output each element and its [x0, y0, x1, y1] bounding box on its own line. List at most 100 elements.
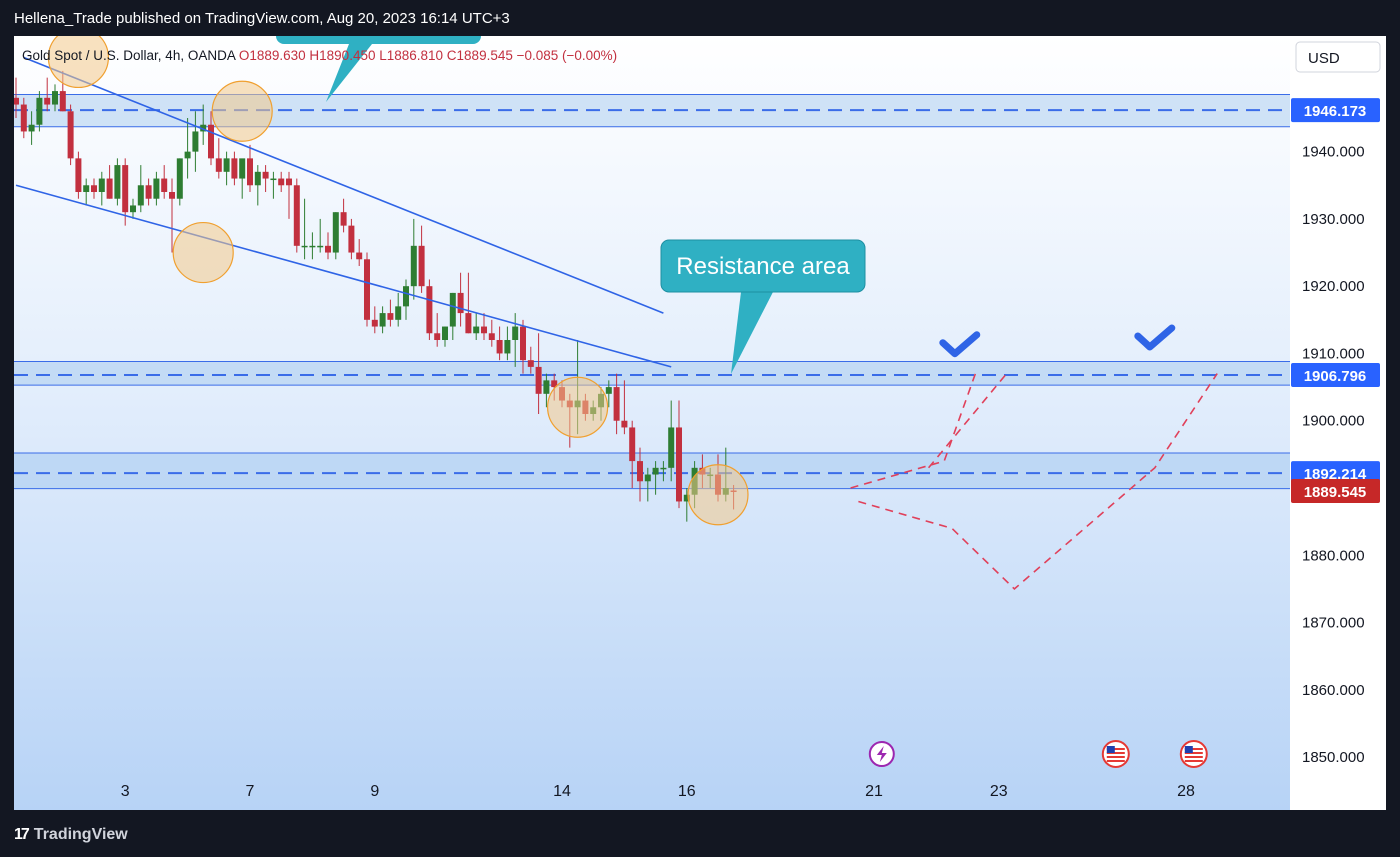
candle-body: [683, 494, 690, 502]
candle-body: [114, 165, 121, 199]
ohlc-legend: Gold Spot / U.S. Dollar, 4h, OANDA O1889…: [22, 48, 617, 63]
candle-body: [14, 97, 19, 105]
currency-selector: [1295, 41, 1381, 73]
y-tick-label: 1880.000: [1302, 547, 1365, 564]
candle-body: [208, 124, 214, 159]
candle-body: [332, 212, 339, 253]
price-tag-0: [1291, 98, 1380, 123]
candle-body: [161, 178, 168, 192]
y-tick-label: 1930.000: [1302, 211, 1365, 228]
candle-body: [20, 104, 27, 132]
target-check-icon-1: [1134, 324, 1176, 351]
price-chart[interactable]: Resistance area Gold Spot / U.S. Dollar, …: [14, 36, 1386, 810]
candle-body: [660, 467, 667, 470]
us-flag-stripe: [1184, 752, 1203, 754]
candle-body: [67, 111, 74, 159]
candle-body: [481, 326, 487, 334]
us-flag-stripe: [1106, 756, 1125, 758]
candle-body: [254, 171, 261, 186]
candle-body: [356, 252, 363, 260]
candle-body: [52, 91, 58, 105]
candle-body: [247, 158, 253, 186]
chart-area[interactable]: Resistance area Gold Spot / U.S. Dollar, …: [14, 36, 1386, 810]
candle-body: [621, 420, 628, 428]
candle-body: [512, 326, 519, 340]
candle-body: [184, 151, 191, 159]
candle-body: [176, 158, 183, 199]
candle-body: [387, 313, 394, 320]
top-callout-pointer: [326, 44, 372, 102]
y-tick-label: 1920.000: [1302, 278, 1365, 295]
us-flag-stripe: [1184, 756, 1203, 758]
candle-body: [629, 427, 636, 462]
candle-body: [465, 313, 472, 334]
candle-body: [36, 97, 43, 125]
price-tag-label-0: 1946.173: [1304, 103, 1367, 120]
us-flag-stripe: [1184, 748, 1203, 750]
candle-body: [418, 245, 425, 287]
tradingview-mark-icon: 17: [14, 826, 30, 843]
highlight-circle-0: [47, 36, 109, 89]
candle-body: [348, 225, 355, 253]
candle-body: [215, 158, 222, 172]
candle-body: [520, 326, 526, 361]
price-tag-label-1: 1906.796: [1304, 368, 1367, 385]
candle-body: [496, 340, 503, 354]
publisher-header: Hellena_Trade published on TradingView.c…: [0, 0, 1400, 36]
trendline-0: [23, 56, 664, 314]
candle-body: [91, 185, 97, 192]
highlight-circle-1: [211, 80, 273, 142]
candle-body: [145, 185, 152, 199]
candle-body: [223, 158, 230, 172]
y-tick-label: 1900.000: [1302, 413, 1365, 430]
x-tick-label: 16: [678, 783, 696, 800]
candle-body: [262, 171, 269, 179]
candle-body: [488, 333, 495, 340]
y-tick-label: 1870.000: [1302, 615, 1365, 632]
candle-body: [395, 306, 402, 320]
candle-body: [83, 185, 90, 192]
projection-path-2: [927, 373, 1008, 469]
trendline-1: [15, 184, 672, 368]
candle-body: [122, 165, 129, 213]
projection-path-1: [850, 373, 977, 489]
level-band-1: [14, 361, 1290, 386]
candle-body: [325, 245, 331, 253]
candle-body: [59, 91, 66, 112]
candle-body: [231, 158, 238, 179]
resistance-callout-text: Resistance area: [676, 253, 850, 280]
us-flag-stripe: [1184, 760, 1203, 762]
candle-body: [644, 474, 651, 482]
lightning-glyph: [876, 746, 887, 762]
tradingview-logo[interactable]: 17 TradingView: [14, 826, 128, 844]
candle-body: [192, 131, 199, 152]
y-tick-label: 1860.000: [1302, 682, 1365, 699]
candle-body: [270, 178, 277, 181]
y-tick-label: 1940.000: [1302, 144, 1365, 161]
candle-body: [449, 292, 456, 327]
candle-body: [605, 387, 612, 394]
x-tick-label: 28: [1177, 783, 1195, 800]
price-axis-background: [1290, 36, 1386, 810]
resistance-callout-box: [660, 239, 866, 293]
candle-body: [106, 178, 113, 199]
candle-body: [293, 185, 300, 246]
candle-body: [239, 158, 246, 179]
x-tick-label: 21: [865, 783, 883, 800]
footer: [0, 810, 1400, 857]
candle-body: [668, 427, 675, 468]
x-tick-label: 3: [121, 783, 130, 800]
candle-body: [371, 319, 378, 327]
highlight-circle-2: [172, 221, 234, 284]
last-price-label: 1889.545: [1304, 484, 1367, 501]
candle-body: [410, 245, 417, 287]
target-check-icon-0: [939, 331, 981, 358]
last-price-tag: [1291, 479, 1380, 504]
currency-label: USD: [1308, 50, 1340, 67]
us-flag-stripe: [1106, 760, 1125, 762]
candle-body: [200, 124, 207, 132]
us-flag-canton: [1106, 746, 1115, 753]
candle-body: [457, 292, 464, 314]
candle-body: [543, 380, 550, 394]
candle-body: [130, 205, 136, 213]
